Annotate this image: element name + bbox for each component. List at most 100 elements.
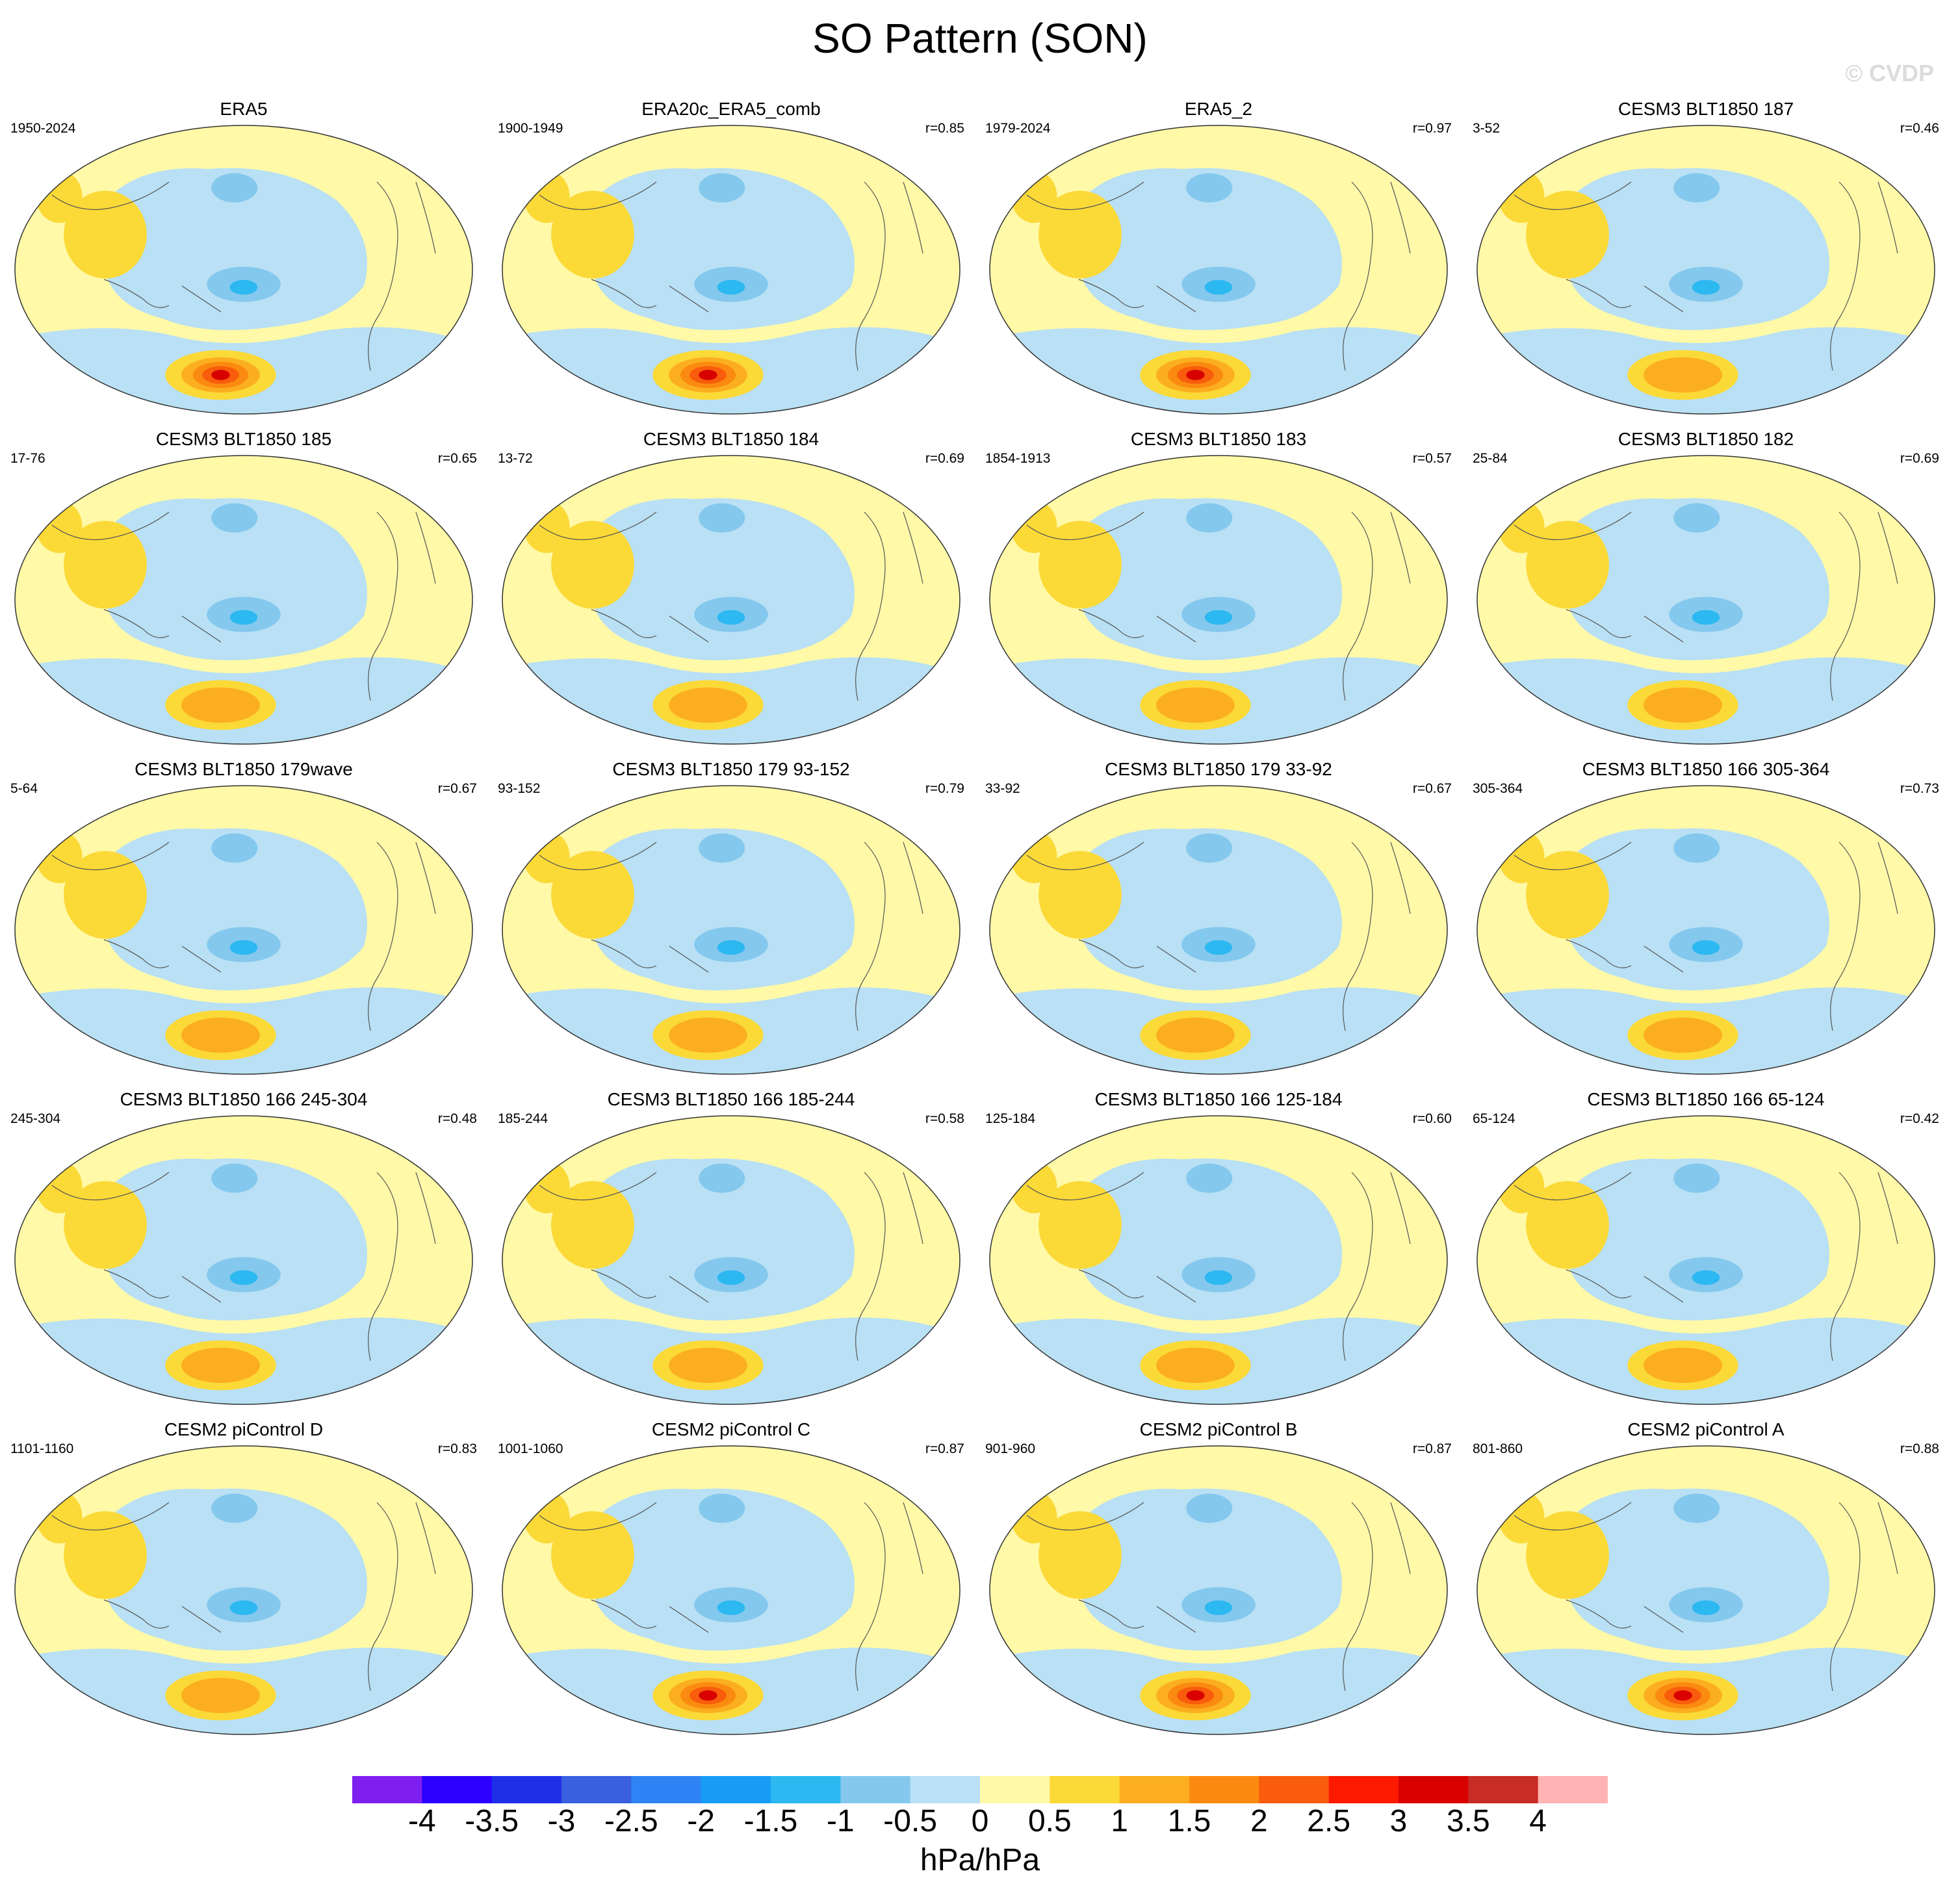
colorbar-swatch — [561, 1776, 632, 1803]
colorbar-swatch — [701, 1776, 771, 1803]
panel-title: CESM2 piControl C — [651, 1419, 811, 1439]
colorbar-tick-label: 1 — [1111, 1804, 1129, 1838]
southern-positive-peak — [1186, 1690, 1205, 1701]
negative-anomaly-region — [578, 498, 855, 660]
colorbar — [352, 1776, 1608, 1803]
panel-title: CESM2 piControl B — [1139, 1419, 1298, 1439]
map-panel: CESM3 BLT1850 183 1854-1913 r=0.57 — [975, 428, 1462, 753]
negative-anomaly-region — [91, 498, 367, 660]
globe-map — [1476, 1115, 1935, 1405]
map-panel: CESM3 BLT1850 166 305-364 305-364 r=0.73 — [1462, 758, 1950, 1083]
negative-anomaly-region — [1553, 1488, 1829, 1651]
panel-title: CESM3 BLT1850 182 — [1618, 429, 1794, 449]
globe-outline — [989, 455, 1448, 745]
colorbar-tick-label: 2.5 — [1307, 1804, 1351, 1838]
colorbar-swatch — [631, 1776, 702, 1803]
negative-core-inner — [717, 1270, 745, 1285]
panel-correlation: r=0.87 — [1412, 1441, 1452, 1456]
map-panel: CESM2 piControl B 901-960 r=0.87 — [975, 1418, 1462, 1743]
north-pacific-negative — [699, 833, 745, 863]
panel-title: CESM3 BLT1850 166 185-244 — [607, 1089, 855, 1109]
colorbar-swatch — [491, 1776, 562, 1803]
globe-map — [502, 785, 961, 1075]
indo-pacific-positive — [64, 1181, 147, 1269]
negative-anomaly-region — [1066, 1158, 1342, 1320]
negative-anomaly-region — [91, 1158, 367, 1320]
north-pacific-negative — [1186, 503, 1233, 533]
panel-title: CESM2 piControl D — [164, 1419, 324, 1439]
panel-years: 125-184 — [985, 1111, 1036, 1126]
southern-positive-peak — [211, 370, 230, 380]
globe-map — [14, 125, 473, 415]
asia-positive — [1011, 1161, 1057, 1213]
southern-positive-mid — [1644, 357, 1722, 393]
asia-positive — [1011, 1491, 1057, 1543]
negative-core-inner — [717, 1600, 745, 1616]
negative-core-inner — [717, 610, 745, 625]
southern-positive-mid — [181, 1678, 260, 1713]
southern-positive-peak — [699, 1690, 717, 1701]
globe-outline — [989, 1115, 1448, 1405]
north-pacific-negative — [1673, 1163, 1720, 1193]
panel-correlation: r=0.42 — [1900, 1111, 1939, 1126]
globe-map — [502, 1115, 961, 1405]
colorbar-units: hPa/hPa — [920, 1843, 1040, 1877]
indo-pacific-positive — [1038, 521, 1122, 609]
globe-map — [989, 125, 1448, 415]
coastline — [539, 842, 923, 1031]
indo-pacific-positive — [1038, 190, 1122, 279]
negative-core-inner — [1692, 610, 1720, 625]
north-pacific-negative — [211, 173, 258, 203]
panel-correlation: r=0.48 — [437, 1111, 477, 1126]
colorbar-swatch — [1399, 1776, 1469, 1803]
coastline — [1026, 1172, 1411, 1361]
negative-core-inner — [229, 1270, 258, 1285]
colorbar-swatch — [910, 1776, 981, 1803]
north-pacific-negative — [699, 503, 745, 533]
panel-correlation: r=0.69 — [1900, 451, 1939, 466]
southern-positive-mid — [669, 1018, 747, 1053]
colorbar-tick-label: -4 — [407, 1804, 436, 1838]
map-panel: CESM2 piControl D 1101-1160 r=0.83 — [0, 1418, 487, 1743]
map-panel: ERA20c_ERA5_comb 1900-1949 r=0.85 — [487, 97, 975, 422]
panel-correlation: r=0.46 — [1900, 121, 1939, 136]
colorbar-swatch — [980, 1776, 1050, 1803]
asia-positive — [523, 831, 570, 883]
panel-title: CESM3 BLT1850 179 33-92 — [1105, 759, 1332, 779]
globe-map — [14, 1115, 473, 1405]
north-pacific-negative — [1186, 173, 1233, 203]
panel-title: CESM3 BLT1850 166 245-304 — [120, 1089, 368, 1109]
indo-pacific-positive — [1526, 521, 1609, 609]
colorbar-swatch — [771, 1776, 841, 1803]
panel-correlation: r=0.67 — [437, 781, 477, 796]
panel-years: 5-64 — [10, 781, 38, 796]
panel-title: CESM2 piControl A — [1627, 1419, 1785, 1439]
asia-positive — [36, 170, 83, 223]
colorbar-tick-label: 1.5 — [1167, 1804, 1211, 1838]
indo-pacific-positive — [64, 851, 147, 939]
colorbar-tick-label: -1.5 — [743, 1804, 798, 1838]
negative-anomaly-region — [1066, 828, 1342, 990]
negative-anomaly-region — [578, 1158, 855, 1320]
north-pacific-negative — [1186, 1493, 1233, 1523]
panel-title: CESM3 BLT1850 166 65-124 — [1587, 1089, 1825, 1109]
indo-pacific-positive — [1038, 1181, 1122, 1269]
indo-pacific-positive — [1526, 851, 1609, 939]
southern-positive-mid — [669, 688, 747, 723]
panel-correlation: r=0.97 — [1412, 121, 1452, 136]
negative-core-inner — [1692, 279, 1720, 295]
negative-anomaly-region — [1066, 168, 1342, 330]
globe-outline — [502, 1115, 961, 1405]
panel-years: 1101-1160 — [10, 1441, 74, 1456]
panel-title: CESM3 BLT1850 187 — [1618, 99, 1794, 119]
southern-positive-peak — [699, 370, 717, 380]
globe-outline — [502, 125, 961, 415]
negative-anomaly-region — [1066, 1488, 1342, 1651]
globe-outline — [14, 125, 473, 415]
panel-years: 3-52 — [1473, 121, 1501, 136]
coastline — [1514, 842, 1898, 1031]
north-pacific-negative — [211, 833, 258, 863]
map-panel: CESM3 BLT1850 187 3-52 r=0.46 — [1462, 97, 1950, 422]
coastline — [51, 181, 436, 371]
indo-pacific-positive — [1038, 1511, 1122, 1599]
